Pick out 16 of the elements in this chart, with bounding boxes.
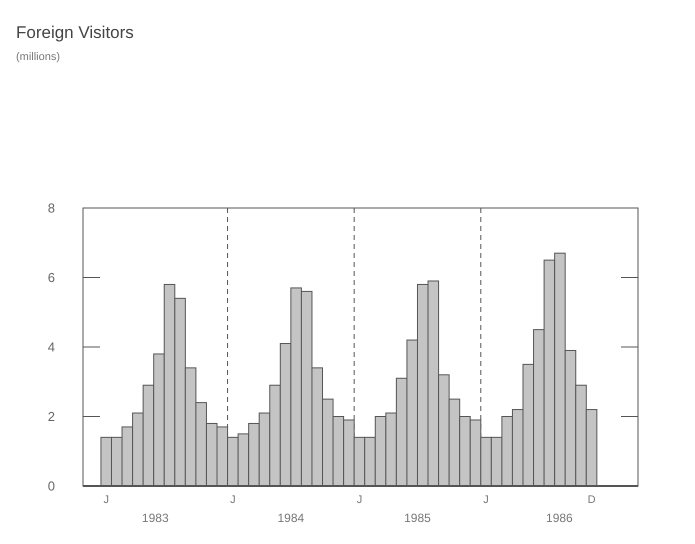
y-tick-label: 2: [48, 409, 55, 424]
text: 1986: [546, 511, 574, 525]
y-tick-label: 6: [48, 270, 55, 286]
x-tick-label: D: [588, 494, 596, 506]
x-tick-label: J: [483, 494, 489, 506]
text: 1984: [278, 511, 305, 525]
y-tick-label: 0: [48, 478, 55, 494]
text: 1985: [404, 511, 432, 525]
chart-subtitle: (millions): [16, 51, 60, 63]
y-tick-label: 8: [48, 200, 55, 216]
chart-title: Foreign Visitors: [16, 23, 134, 42]
x-tick-label: J: [230, 494, 236, 506]
text: 1983: [142, 511, 169, 525]
x-tick-label: J: [103, 494, 109, 506]
x-tick-label: J: [356, 494, 362, 506]
y-tick-label: 4: [48, 340, 55, 355]
